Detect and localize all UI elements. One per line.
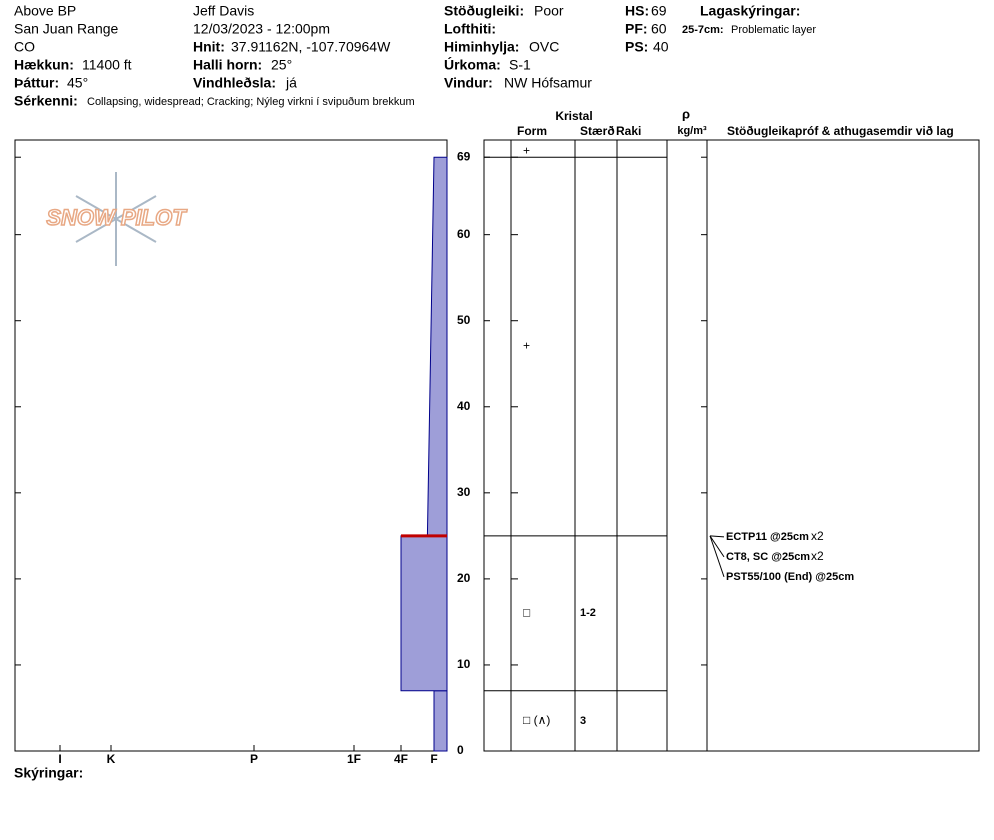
- header-label: Halli horn:: [193, 57, 262, 73]
- features-value: Collapsing, widespread; Cracking; Nýleg …: [87, 96, 415, 108]
- header-value: 45°: [67, 75, 88, 91]
- header-value: já: [285, 75, 297, 91]
- y-tick-label: 10: [457, 657, 471, 671]
- test-arrow: [709, 535, 725, 578]
- header-label: Lofthiti:: [444, 21, 496, 37]
- legend-text: Problematic layer: [731, 24, 816, 36]
- legend-title: Lagaskýringar:: [700, 3, 800, 19]
- test-text: ECTP11 @25cm: [726, 531, 809, 543]
- crystal-form: □ (∧): [523, 713, 550, 727]
- header-field: CO: [14, 39, 35, 55]
- header-label: Hækkun:: [14, 57, 74, 73]
- header-field: San Juan Range: [14, 21, 119, 37]
- hardness-layer: [426, 156, 448, 537]
- header-value: 25°: [271, 57, 292, 73]
- crystal-size: 1-2: [580, 607, 596, 619]
- header-value: NW Hófsamur: [504, 75, 592, 91]
- column-header: kg/m³: [677, 125, 707, 137]
- header-value: 60: [651, 21, 667, 37]
- header-field: 12/03/2023 - 12:00pm: [193, 21, 330, 37]
- features-label: Sérkenni:: [14, 93, 78, 109]
- logo-flake: [75, 172, 157, 266]
- column-header: Form: [517, 124, 547, 138]
- header-label: Himinhylja:: [444, 39, 519, 55]
- header-label: Úrkoma:: [444, 56, 501, 73]
- header-field: Jeff Davis: [193, 3, 254, 19]
- header-label: Þáttur:: [14, 75, 59, 91]
- footer: Skýringar:: [14, 765, 83, 781]
- column-header: Stærð: [580, 124, 615, 138]
- header-value: 69: [651, 3, 667, 19]
- x-tick-label: 1F: [347, 752, 361, 766]
- logo: SNOW PILOT: [46, 205, 187, 230]
- y-tick-label: 50: [457, 313, 471, 327]
- y-tick-label: 40: [457, 399, 471, 413]
- y-tick-label: 30: [457, 485, 471, 499]
- test-arrow: [709, 535, 725, 558]
- header-label: Hnit:: [193, 39, 225, 55]
- x-tick-label: 4F: [394, 752, 408, 766]
- crystal-form: +: [523, 339, 530, 353]
- header-field: Above BP: [14, 3, 76, 19]
- profile-frame: [14, 139, 448, 752]
- column-header: Raki: [616, 124, 641, 138]
- header-label: Stöðugleiki:: [444, 3, 524, 19]
- x-tick-label: F: [430, 752, 437, 766]
- crystal-form: +: [523, 143, 530, 157]
- header-label: PF:: [625, 21, 648, 37]
- test-count: x2: [811, 529, 824, 543]
- test-count: x2: [811, 549, 824, 563]
- test-text: PST55/100 (End) @25cm: [726, 571, 854, 583]
- column-header: Stöðugleikapróf & athugasemdir við lag: [727, 124, 954, 138]
- x-tick-label: K: [107, 752, 116, 766]
- x-tick-label: I: [58, 752, 61, 766]
- header-label: Vindur:: [444, 75, 493, 91]
- header-value: OVC: [529, 39, 559, 55]
- header-label: Vindhleðsla:: [193, 75, 276, 91]
- x-tick-label: P: [250, 752, 258, 766]
- y-tick-label: 69: [457, 149, 471, 163]
- y-tick-label: 0: [457, 743, 464, 757]
- hardness-layer: [400, 535, 448, 692]
- y-tick-label: 20: [457, 571, 471, 585]
- test-text: CT8, SC @25cm: [726, 551, 810, 563]
- crystal-form: □: [523, 605, 530, 619]
- header-label: HS:: [625, 3, 649, 19]
- hardness-layer: [433, 690, 448, 752]
- header-label: PS:: [625, 39, 648, 55]
- header-value: Poor: [534, 3, 564, 19]
- table-frame: [483, 139, 980, 752]
- legend-label: 25-7cm:: [682, 24, 724, 36]
- column-header: ρ: [682, 106, 690, 121]
- header-value: 37.91162N, -107.70964W: [231, 39, 391, 55]
- y-tick-label: 60: [457, 227, 471, 241]
- header-value: S-1: [509, 57, 531, 73]
- column-header: Kristal: [555, 109, 592, 123]
- header-value: 40: [653, 39, 669, 55]
- crystal-size: 3: [580, 715, 586, 727]
- test-arrow: [709, 535, 725, 538]
- header-value: 11400 ft: [82, 57, 132, 73]
